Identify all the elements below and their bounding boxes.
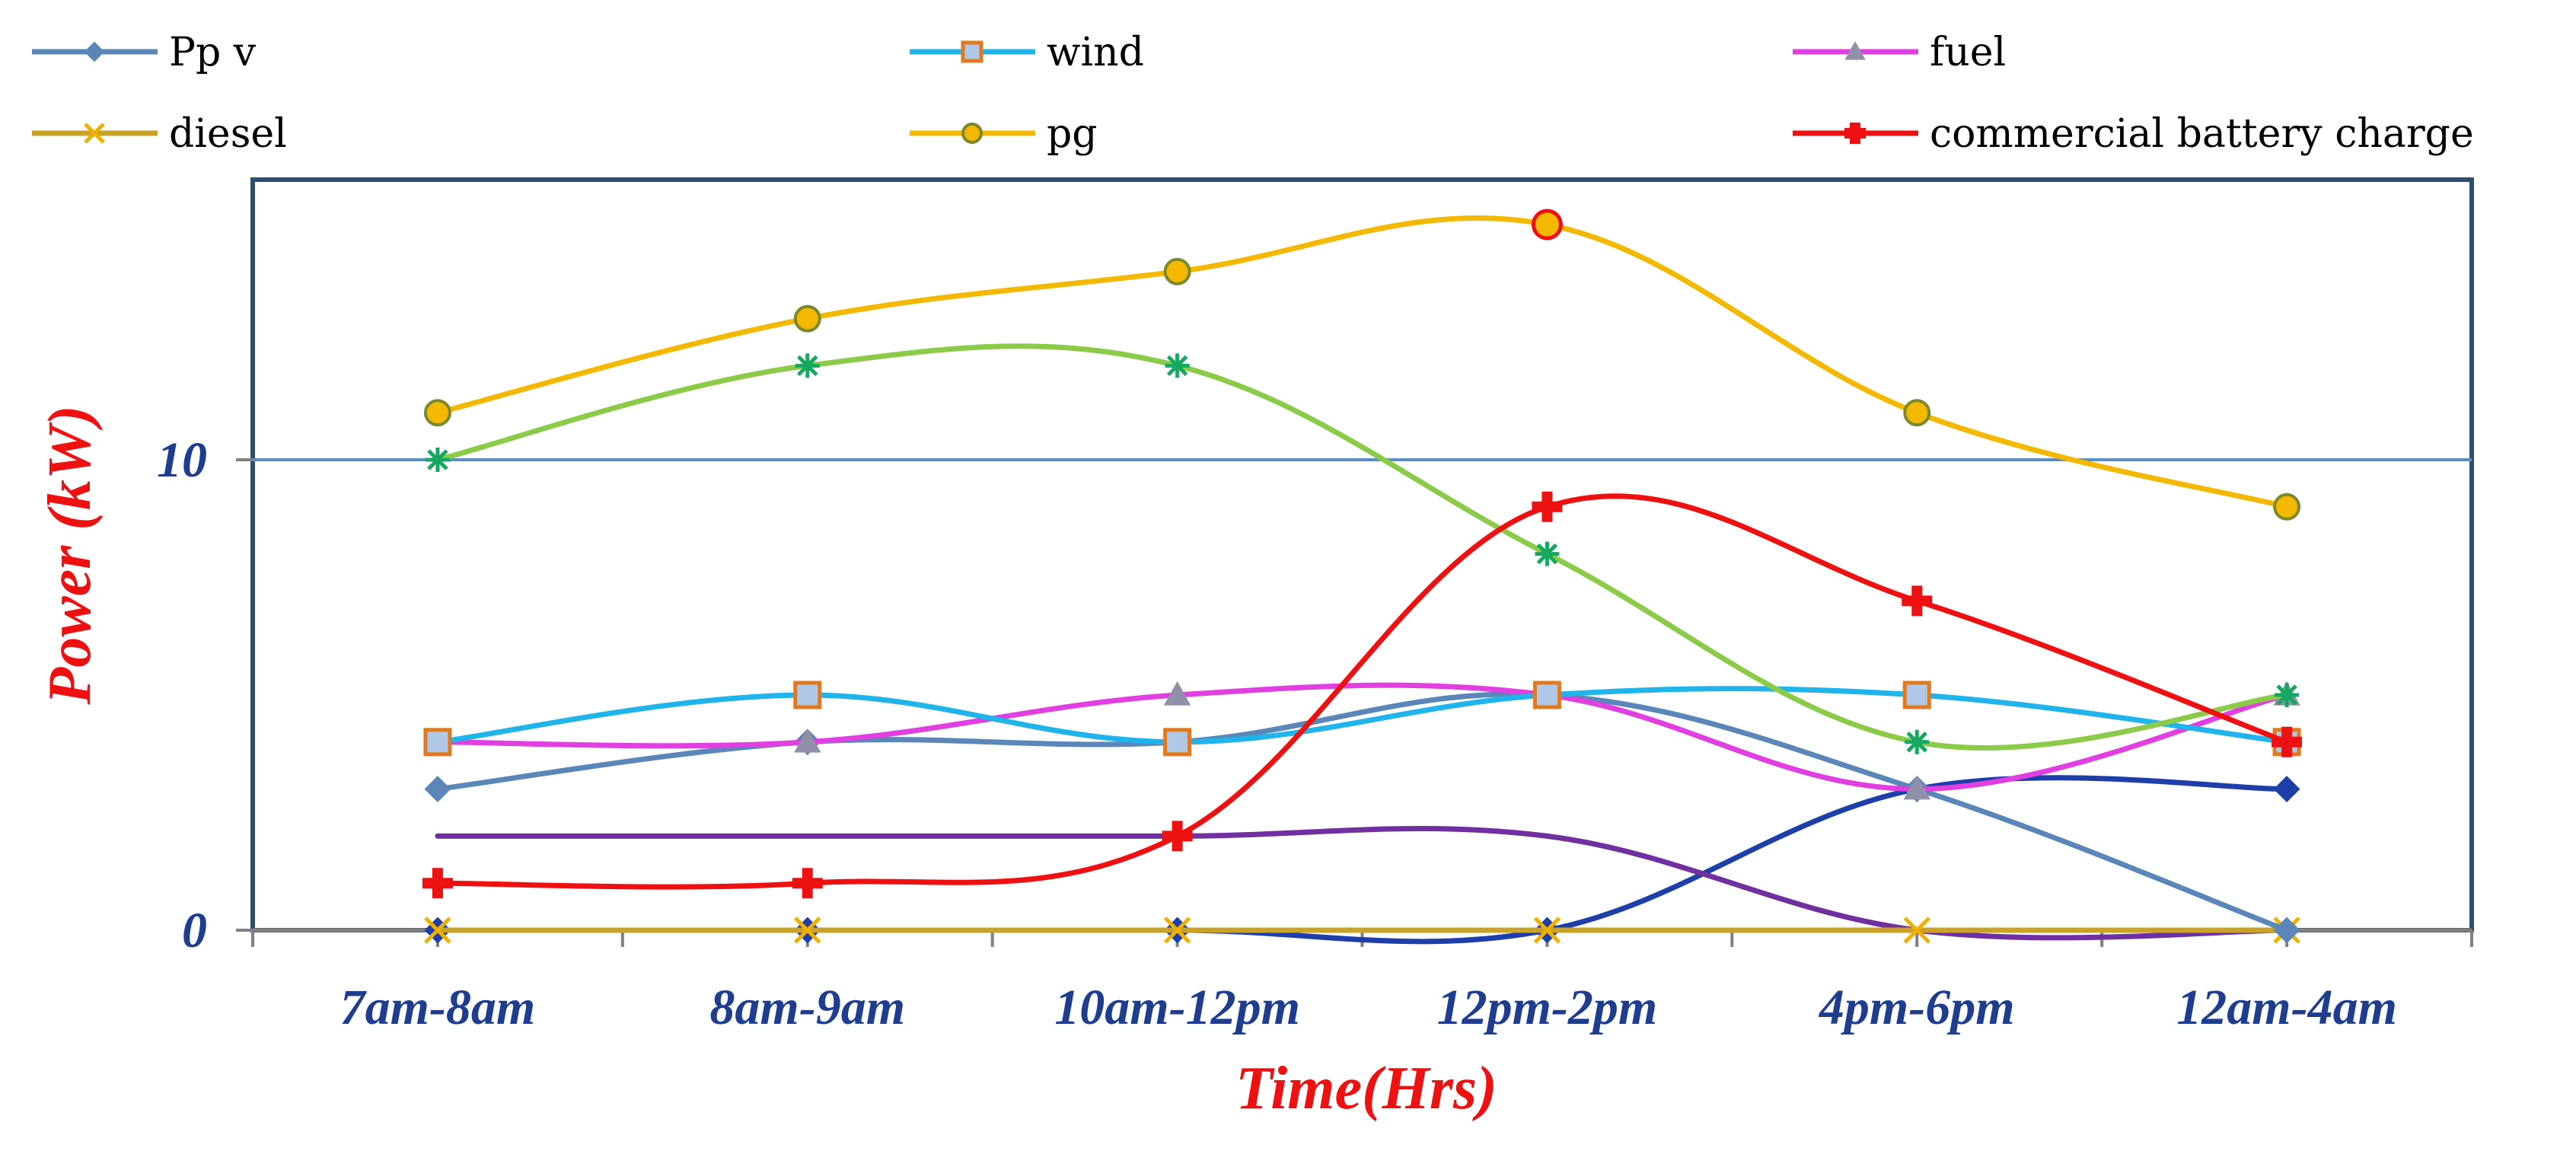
data-point bbox=[1163, 917, 1191, 944]
data-point bbox=[1903, 399, 1931, 427]
legend-item: diesel bbox=[32, 111, 287, 157]
series-line bbox=[435, 215, 2290, 510]
data-point bbox=[1532, 491, 1563, 522]
data-point bbox=[423, 728, 452, 757]
series-pg bbox=[423, 211, 2301, 521]
legend-item: commercial battery charge bbox=[1793, 111, 2474, 157]
legend-label: pg bbox=[1047, 111, 1098, 157]
legend-label: Pp v bbox=[169, 30, 257, 75]
series-unlabeled-6 bbox=[425, 343, 2300, 754]
series-line bbox=[435, 775, 2290, 945]
series-layer bbox=[422, 209, 2303, 945]
data-point bbox=[1165, 353, 1190, 378]
data-point bbox=[1905, 729, 1930, 754]
data-point bbox=[422, 868, 453, 899]
data-point bbox=[794, 728, 821, 753]
data-point bbox=[2273, 776, 2300, 803]
y-axis-title: Power (kW) bbox=[37, 405, 104, 705]
x-tick-label: 7am-8am bbox=[340, 980, 536, 1035]
data-point bbox=[2272, 726, 2303, 757]
data-point bbox=[425, 448, 450, 472]
legend-swatch-marker bbox=[961, 123, 983, 144]
data-point bbox=[424, 776, 451, 803]
data-point bbox=[1902, 681, 1931, 709]
legend-swatch-marker bbox=[84, 41, 105, 62]
series-unlabeled-7 bbox=[435, 826, 2290, 941]
series-line bbox=[435, 493, 2290, 890]
data-point bbox=[424, 917, 451, 944]
legend-swatch-marker bbox=[1844, 40, 1866, 60]
data-point bbox=[1532, 681, 1561, 709]
legend-label: wind bbox=[1047, 30, 1144, 75]
legend-swatch-marker bbox=[961, 40, 984, 63]
legend-label: commercial battery charge bbox=[1930, 111, 2474, 157]
data-point bbox=[1903, 917, 1931, 944]
x-tick-label: 12am-4am bbox=[2176, 980, 2397, 1035]
x-tick-label: 4pm-6pm bbox=[1818, 980, 2015, 1035]
data-point bbox=[1535, 541, 1560, 566]
data-point bbox=[1162, 821, 1193, 852]
series-line bbox=[435, 686, 2290, 745]
series-diesel bbox=[424, 917, 2300, 944]
legend-item: fuel bbox=[1793, 30, 2006, 75]
y-tick-label: 0 bbox=[182, 903, 207, 958]
series-line bbox=[435, 691, 2290, 933]
plot-frame bbox=[250, 177, 2474, 932]
data-point bbox=[1163, 728, 1192, 757]
data-point bbox=[793, 917, 821, 944]
x-tick-label: 10am-12pm bbox=[1054, 980, 1300, 1035]
legend: Pp v wind fuel diesel pg commercial battery c… bbox=[32, 30, 2474, 157]
data-point bbox=[1903, 775, 1930, 800]
data-point bbox=[1163, 257, 1191, 285]
x-tick-label: 8am-9am bbox=[709, 980, 905, 1035]
series-line bbox=[435, 826, 2290, 941]
data-point bbox=[1163, 681, 1191, 706]
legend-swatch-marker bbox=[1844, 123, 1866, 144]
data-point bbox=[2273, 917, 2300, 944]
legend-item: Pp v bbox=[32, 30, 257, 75]
legend-label: diesel bbox=[169, 111, 287, 157]
data-point bbox=[2273, 493, 2301, 521]
data-point bbox=[793, 304, 821, 333]
legend-item: wind bbox=[910, 30, 1144, 75]
legend-item: pg bbox=[910, 111, 1098, 157]
series-unlabeled-8 bbox=[424, 775, 2300, 945]
data-point bbox=[793, 681, 822, 709]
data-point-peak bbox=[1531, 209, 1563, 241]
data-point bbox=[792, 868, 823, 899]
data-point bbox=[423, 399, 451, 427]
series-commercial-battery-charge bbox=[422, 491, 2303, 899]
legend-swatch-marker bbox=[84, 123, 105, 144]
legend-label: fuel bbox=[1930, 30, 2006, 75]
x-tick-label: 12pm-2pm bbox=[1437, 980, 1658, 1035]
y-tick-label: 10 bbox=[157, 432, 207, 488]
data-point bbox=[1902, 585, 1933, 617]
series-line bbox=[435, 343, 2290, 751]
data-point bbox=[795, 353, 820, 378]
series-line bbox=[435, 682, 2290, 792]
data-point bbox=[2275, 683, 2300, 707]
x-axis-title: Time(Hrs) bbox=[1235, 1055, 1497, 1122]
data-point bbox=[1533, 917, 1561, 944]
